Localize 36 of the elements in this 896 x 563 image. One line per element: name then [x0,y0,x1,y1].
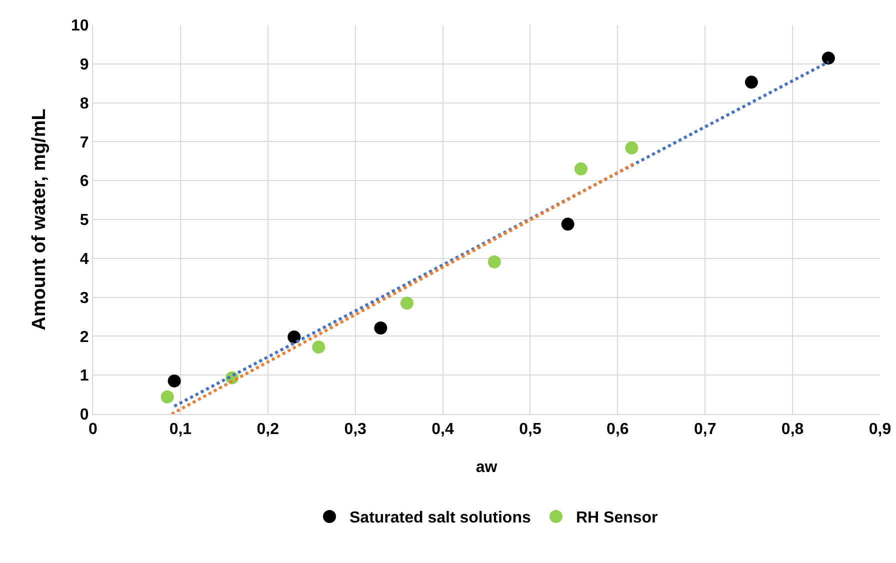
x-tick-label: 0,1 [169,421,192,438]
point [312,340,326,354]
point [488,255,501,268]
y-tick-label: 9 [80,56,89,74]
point [625,141,638,154]
x-tick-label: 0,8 [781,421,804,438]
x-tick-label: 0,4 [432,421,454,438]
y-tick-label: 2 [80,328,89,346]
y-tick-label: 1 [80,368,89,385]
y-tick-label: 10 [71,18,89,35]
x-tick-label: 0,5 [519,421,542,438]
point [744,76,758,89]
x-tick-label: 0,9 [868,421,892,438]
x-tick-label: 0,2 [256,421,280,438]
x-tick-label: 0,3 [344,421,367,438]
point [168,374,181,388]
y-tick-label: 8 [80,95,89,112]
legend-label: Saturated salt solutions [350,510,531,527]
point [374,322,388,335]
x-axis-title: aw [476,459,498,476]
y-tick-label: 0 [80,406,89,424]
x-tick-label: 0,6 [606,421,629,438]
x-tick-label: 0,7 [694,421,716,438]
point [288,330,301,344]
point [822,52,835,65]
y-tick-label: 3 [80,290,89,307]
y-tick-label: 6 [80,173,89,190]
point [574,162,588,176]
point [160,390,174,404]
y-tick-label: 5 [80,212,89,230]
y-axis-title: Amount of water, mg/mL [29,108,50,330]
legend-label: RH Sensor [576,510,658,527]
y-tick-label: 4 [80,251,89,268]
y-tick-label: 7 [80,134,89,152]
point [400,296,414,310]
point [561,218,574,231]
